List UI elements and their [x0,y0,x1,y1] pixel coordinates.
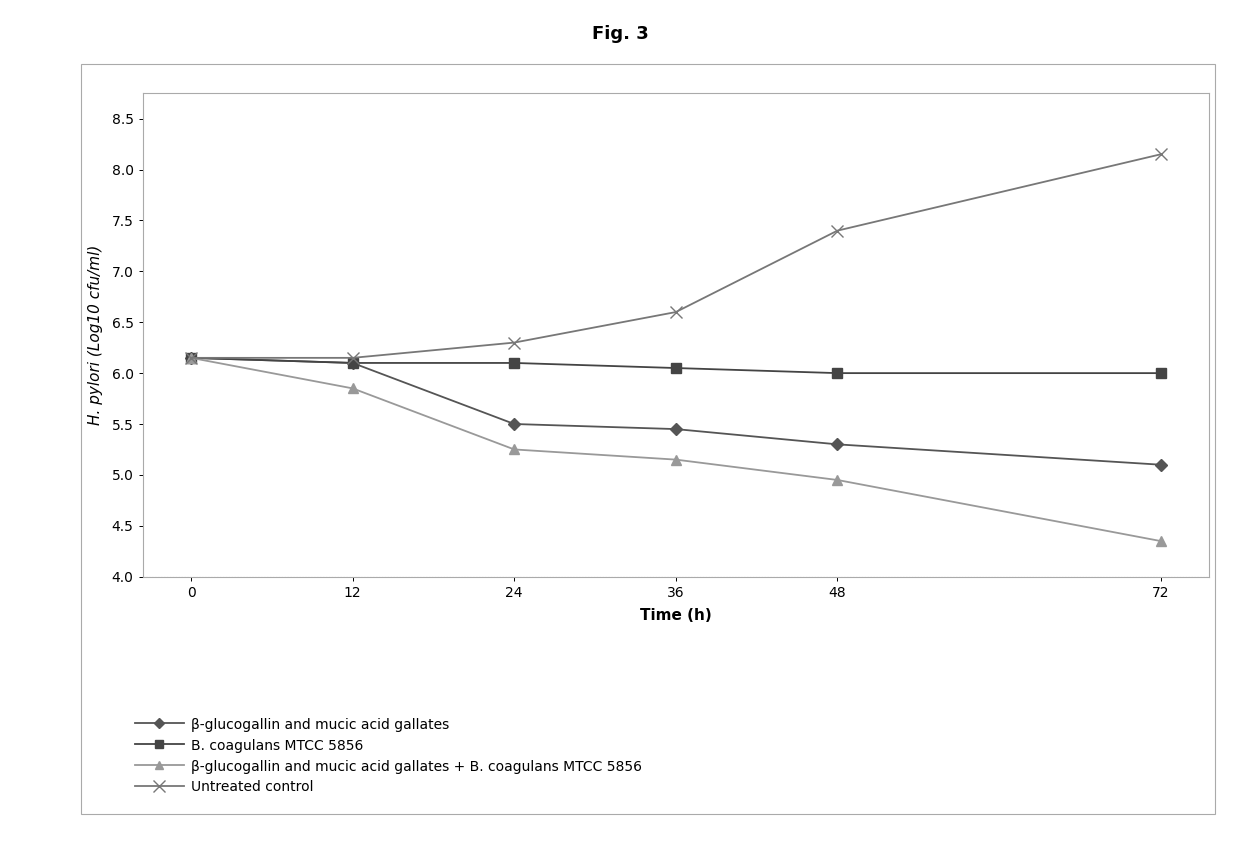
β-glucogallin and mucic acid gallates + B. coagulans MTCC 5856 [830,475,844,485]
B. coagulans MTCC 5856 [345,358,360,368]
Line: Untreated control: Untreated control [185,148,1167,364]
Untreated control [507,338,522,348]
Untreated control [184,353,198,363]
β-glucogallin and mucic acid gallates [668,424,683,434]
Y-axis label: H. pylori (Log10 cfu/ml): H. pylori (Log10 cfu/ml) [88,245,103,425]
β-glucogallin and mucic acid gallates [507,419,522,429]
β-glucogallin and mucic acid gallates + B. coagulans MTCC 5856 [668,455,683,465]
Line: β-glucogallin and mucic acid gallates + B. coagulans MTCC 5856: β-glucogallin and mucic acid gallates + … [186,353,1166,546]
Untreated control [668,307,683,317]
Legend: β-glucogallin and mucic acid gallates, B. coagulans MTCC 5856, β-glucogallin and: β-glucogallin and mucic acid gallates, B… [131,713,646,799]
β-glucogallin and mucic acid gallates + B. coagulans MTCC 5856 [1153,536,1168,546]
β-glucogallin and mucic acid gallates [830,439,844,449]
Untreated control [1153,149,1168,159]
B. coagulans MTCC 5856 [830,368,844,378]
β-glucogallin and mucic acid gallates + B. coagulans MTCC 5856 [184,353,198,363]
X-axis label: Time (h): Time (h) [640,608,712,623]
B. coagulans MTCC 5856 [507,358,522,368]
Untreated control [830,226,844,236]
B. coagulans MTCC 5856 [184,353,198,363]
β-glucogallin and mucic acid gallates + B. coagulans MTCC 5856 [345,383,360,393]
B. coagulans MTCC 5856 [668,363,683,373]
β-glucogallin and mucic acid gallates [184,353,198,363]
Line: β-glucogallin and mucic acid gallates: β-glucogallin and mucic acid gallates [187,354,1164,469]
Line: B. coagulans MTCC 5856: B. coagulans MTCC 5856 [186,353,1166,378]
Text: Fig. 3: Fig. 3 [591,25,649,43]
β-glucogallin and mucic acid gallates + B. coagulans MTCC 5856 [507,444,522,455]
β-glucogallin and mucic acid gallates [345,358,360,368]
Untreated control [345,353,360,363]
β-glucogallin and mucic acid gallates [1153,460,1168,470]
B. coagulans MTCC 5856 [1153,368,1168,378]
